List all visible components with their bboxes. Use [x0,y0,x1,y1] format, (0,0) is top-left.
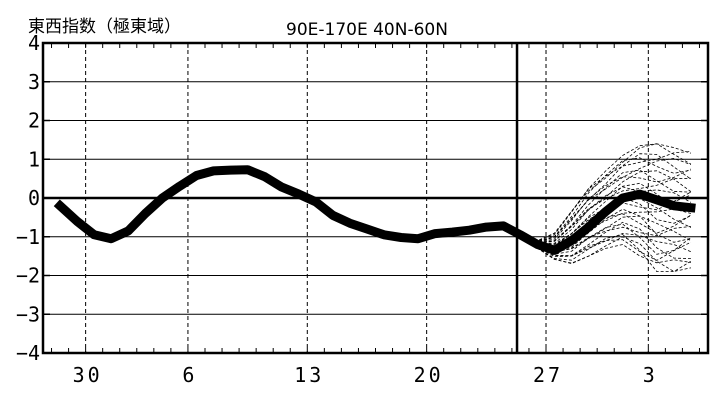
ensemble-member-line [520,186,692,245]
ensemble-member-line [520,236,691,272]
ensemble-member-line [520,177,691,244]
ensemble-member-line [520,236,691,264]
y-tick-label: −3 [16,302,40,326]
y-tick-label: −4 [16,341,40,365]
y-tick-label: 2 [28,109,40,133]
y-tick-label: −1 [16,225,40,249]
y-tick-label: 4 [28,31,40,55]
ensemble-member-line [520,143,692,242]
y-tick-labels: 4 3 2 1 0 −1 −2 −3 −4 [16,31,40,365]
grid [43,43,708,353]
x-tick-label: 6 [182,363,197,387]
axes [41,41,710,355]
x-tick-labels: 30 6 13 20 27 3 [73,363,658,387]
chart-subtitle: 90E-170E 40N-60N [286,20,448,40]
analysis-series [53,165,696,255]
ensemble-member-line [520,234,692,273]
y-tick-label: −2 [16,264,40,288]
x-tick-label: 3 [643,363,658,387]
chart-title: 東西指数（極東域） [28,17,181,37]
ensemble-member-line [520,236,692,261]
ensemble-member-line [520,151,691,242]
x-tick-label: 27 [533,363,563,387]
ensemble-member-line [520,157,691,243]
ensemble-member-line [520,168,692,243]
analysis-line [53,165,696,255]
x-tick-label: 13 [294,363,324,387]
ensemble-member-line [520,169,691,244]
y-tick-label: 3 [28,70,40,94]
x-tick-label: 30 [73,363,103,387]
y-tick-label: 0 [28,186,40,210]
y-tick-label: 1 [28,147,40,171]
x-tick-label: 20 [414,363,444,387]
